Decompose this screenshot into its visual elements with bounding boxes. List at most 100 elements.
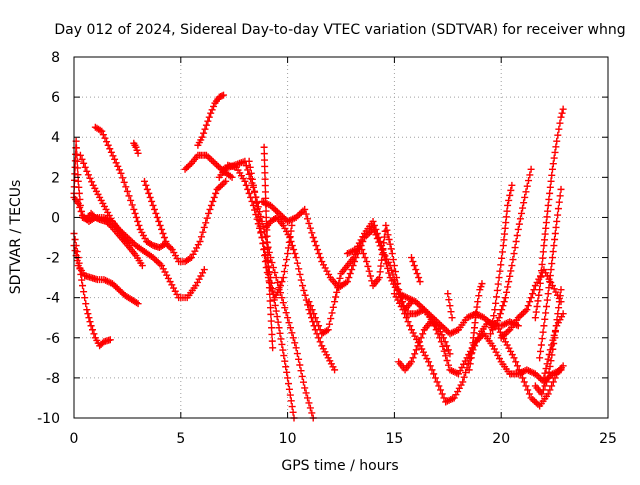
data-point [554, 211, 562, 219]
data-point [508, 262, 516, 270]
data-point [521, 193, 529, 201]
data-point [557, 185, 565, 193]
data-point [199, 269, 207, 277]
data-point [504, 327, 512, 335]
data-point [109, 152, 117, 160]
data-point [455, 384, 463, 392]
data-point [281, 304, 289, 312]
data-point [200, 223, 208, 231]
data-point [554, 131, 562, 139]
y-tick-label: -8 [46, 371, 60, 387]
data-point [319, 261, 327, 269]
data-point [421, 351, 429, 359]
data-point [443, 357, 451, 365]
data-point [207, 201, 215, 209]
data-point [551, 334, 559, 342]
data-point [153, 213, 161, 221]
data-point [557, 113, 565, 121]
data-point [515, 366, 523, 374]
data-point [417, 334, 425, 342]
data-point [285, 385, 293, 393]
data-point [532, 399, 540, 407]
data-point [553, 137, 561, 145]
data-point [208, 156, 216, 164]
data-point [205, 113, 213, 121]
data-point [222, 177, 230, 185]
data-point [134, 217, 142, 225]
data-point [220, 179, 228, 187]
data-point [418, 345, 426, 353]
data-point [460, 373, 468, 381]
plot-frame [73, 56, 609, 419]
data-point [387, 245, 395, 253]
data-point [548, 165, 556, 173]
y-axis-label: SDTVAR / TECUs [8, 180, 24, 295]
data-point [548, 254, 556, 262]
data-point [278, 340, 286, 348]
data-point [101, 134, 109, 142]
data-point [466, 360, 474, 368]
data-point [549, 160, 557, 168]
data-point [551, 236, 559, 244]
data-point [103, 138, 111, 146]
data-point [539, 248, 547, 256]
data-point [159, 265, 167, 273]
data-point [122, 183, 130, 191]
data-point [546, 183, 554, 191]
data-point [106, 145, 114, 153]
data-point [331, 298, 339, 306]
data-point [135, 221, 143, 229]
data-point [386, 240, 394, 248]
data-point [247, 169, 255, 177]
data-point [83, 306, 91, 314]
data-point [559, 105, 567, 113]
data-point [519, 204, 527, 212]
data-point [84, 310, 92, 318]
data-point [423, 355, 431, 363]
data-point [290, 246, 298, 254]
chart-title: Day 012 of 2024, Sidereal Day-to-day VTE… [54, 22, 625, 38]
data-point [288, 221, 296, 229]
data-point [264, 245, 272, 253]
data-series-track-21 [395, 318, 454, 374]
data-point [514, 322, 522, 330]
data-point [255, 216, 263, 224]
data-point [487, 330, 495, 338]
data-point [149, 201, 157, 209]
data-point [536, 286, 544, 294]
data-point [533, 278, 541, 286]
data-point [99, 131, 107, 139]
data-point [164, 274, 172, 282]
data-point [295, 265, 303, 273]
data-point [78, 276, 86, 284]
data-point [161, 268, 169, 276]
data-point [173, 290, 181, 298]
data-point [127, 196, 135, 204]
data-point [286, 391, 294, 399]
data-point [159, 229, 167, 237]
data-point [90, 214, 98, 222]
data-point [514, 225, 522, 233]
data-series-track-29 [536, 185, 565, 362]
data-point [138, 262, 146, 270]
data-point [123, 187, 131, 195]
data-point [542, 309, 550, 317]
data-point [523, 182, 531, 190]
data-point [202, 151, 210, 159]
data-point [87, 322, 95, 330]
data-point [77, 207, 85, 215]
data-point [517, 209, 525, 217]
data-series-track-28 [531, 105, 567, 322]
data-point [506, 191, 514, 199]
data-point [407, 326, 415, 334]
data-point [193, 278, 201, 286]
data-point [527, 394, 535, 402]
data-point [539, 386, 547, 394]
data-point [305, 298, 313, 306]
data-point [527, 165, 535, 173]
data-point [490, 312, 498, 320]
data-point [552, 223, 560, 231]
data-point [513, 362, 521, 370]
data-point [415, 301, 423, 309]
data-point [492, 348, 500, 356]
